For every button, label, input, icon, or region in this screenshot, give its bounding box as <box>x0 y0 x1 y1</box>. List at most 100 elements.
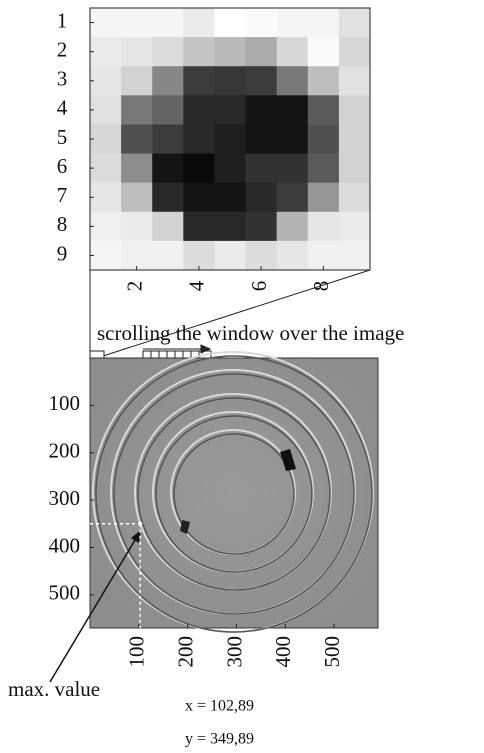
heat-cell <box>339 212 371 242</box>
x-tick-label: 400 <box>271 636 295 668</box>
heat-cell <box>183 183 215 213</box>
heat-cell <box>214 154 246 184</box>
filtered-image <box>90 352 378 632</box>
heat-cell <box>277 95 309 125</box>
y-tick-label: 3 <box>57 67 68 91</box>
heat-cell <box>121 124 153 154</box>
heat-cell <box>121 66 153 96</box>
heat-cell <box>90 37 122 67</box>
figure: scrolling the window over the image max.… <box>0 0 484 753</box>
annotation: max. value <box>8 677 100 701</box>
y-tick-label: 1 <box>57 8 68 32</box>
heat-cell <box>152 154 184 184</box>
x-tick-label: 500 <box>320 636 344 668</box>
y-tick-label: 7 <box>57 183 68 207</box>
heat-cell <box>277 8 309 38</box>
heat-cell <box>339 66 371 96</box>
heat-cell <box>339 241 371 271</box>
annotation: y = 349,89 <box>185 731 254 748</box>
x-tick-label: 200 <box>173 636 197 668</box>
heat-cell <box>121 37 153 67</box>
heat-cell <box>214 8 246 38</box>
heat-cell <box>183 95 215 125</box>
heat-cell <box>214 95 246 125</box>
heat-cell <box>90 95 122 125</box>
heat-cell <box>183 154 215 184</box>
x-tick-label: 8 <box>309 281 333 292</box>
heat-cell <box>246 183 278 213</box>
y-tick-label: 300 <box>49 486 81 510</box>
heat-cell <box>90 241 122 271</box>
heat-cell <box>152 241 184 271</box>
heat-cell <box>308 8 340 38</box>
heat-cell <box>339 95 371 125</box>
heat-cell <box>152 95 184 125</box>
heat-cell <box>214 66 246 96</box>
x-tick-label: 2 <box>122 281 146 292</box>
heat-cell <box>308 95 340 125</box>
heat-cell <box>152 66 184 96</box>
heat-cell <box>214 37 246 67</box>
heat-cell <box>90 8 122 38</box>
heat-cell <box>152 8 184 38</box>
heat-cell <box>152 183 184 213</box>
y-tick-label: 500 <box>49 581 81 605</box>
heat-cell <box>246 8 278 38</box>
heat-cell <box>277 66 309 96</box>
heat-cell <box>214 241 246 271</box>
max-point <box>138 522 142 526</box>
page: scrolling the window over the image max.… <box>0 0 484 753</box>
heat-cell <box>90 124 122 154</box>
x-tick-label: 100 <box>125 636 149 668</box>
heat-cell <box>121 95 153 125</box>
heat-cell <box>90 154 122 184</box>
heat-cell <box>339 154 371 184</box>
heat-cell <box>121 8 153 38</box>
scroll-strip <box>143 345 211 359</box>
heat-cell <box>152 212 184 242</box>
heat-cell <box>246 66 278 96</box>
y-tick-label: 4 <box>57 96 68 120</box>
heat-cell <box>308 183 340 213</box>
heat-cell <box>183 66 215 96</box>
x-tick-label: 6 <box>247 281 271 292</box>
annotation: x = 102,89 <box>185 698 254 715</box>
heat-cell <box>277 183 309 213</box>
y-tick-label: 8 <box>57 212 68 236</box>
heat-cell <box>308 212 340 242</box>
y-tick-label: 200 <box>49 439 81 463</box>
heat-cell <box>121 154 153 184</box>
heat-cell <box>308 37 340 67</box>
y-tick-label: 9 <box>57 241 68 265</box>
heat-cell <box>90 212 122 242</box>
x-tick-label: 4 <box>185 280 209 291</box>
heat-cell <box>152 124 184 154</box>
heat-cell <box>277 124 309 154</box>
heat-cell <box>339 183 371 213</box>
heat-cell <box>277 37 309 67</box>
heat-cell <box>183 37 215 67</box>
heat-cell <box>183 8 215 38</box>
heat-cell <box>308 154 340 184</box>
y-tick-label: 5 <box>57 125 68 149</box>
heat-cell <box>214 183 246 213</box>
annotation: scrolling the window over the image <box>97 321 404 345</box>
heat-cell <box>277 212 309 242</box>
heat-cell <box>339 8 371 38</box>
heat-cell <box>246 124 278 154</box>
heat-cell <box>183 212 215 242</box>
heat-cell <box>339 37 371 67</box>
x-tick-label: 300 <box>222 636 246 668</box>
heat-cell <box>246 212 278 242</box>
heat-cell <box>183 124 215 154</box>
heat-cell <box>246 95 278 125</box>
heat-cell <box>246 37 278 67</box>
heat-cell <box>214 212 246 242</box>
heat-cell <box>308 124 340 154</box>
heat-cell <box>214 124 246 154</box>
heat-cell <box>152 37 184 67</box>
y-tick-label: 2 <box>57 37 68 61</box>
heat-cell <box>121 183 153 213</box>
y-tick-label: 400 <box>49 533 81 557</box>
heat-cell <box>90 183 122 213</box>
